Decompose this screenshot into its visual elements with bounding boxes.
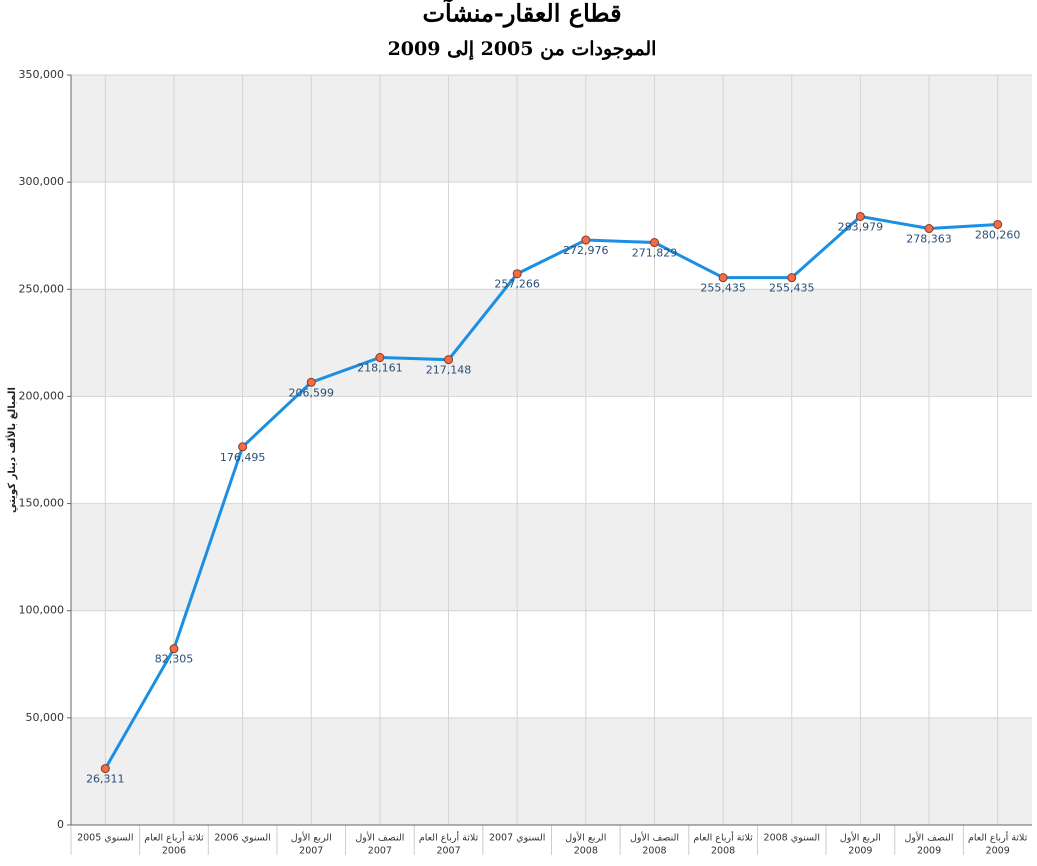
x-tick-label: 2006 (162, 846, 186, 857)
x-tick-label: ثلاثة أرباع العام (144, 831, 204, 844)
x-tick-label: السنوي 2005 (77, 833, 133, 844)
y-tick-label: 0 (57, 818, 64, 831)
value-label: 206,599 (289, 386, 335, 399)
value-label: 255,435 (700, 282, 746, 295)
point (238, 442, 248, 452)
point (100, 764, 110, 774)
y-tick-label: 150,000 (19, 497, 65, 510)
value-label: 82,305 (155, 653, 194, 666)
plot-band (71, 75, 1032, 183)
point (855, 211, 865, 221)
y-axis-label: المبالغ بالألف دينار كويتي (5, 387, 18, 513)
chart-subtitle: الموجودات من 2005 إلى 2009 (388, 38, 657, 61)
x-tick-label: الربع الأول (840, 832, 881, 844)
line (104, 214, 998, 770)
point (306, 377, 316, 387)
chart-title: قطاع العقار-منشآت (422, 0, 621, 29)
x-tick-label: السنوي 2006 (214, 833, 270, 844)
value-label: 280,260 (975, 228, 1021, 241)
x-tick-label: 2008 (574, 846, 598, 857)
x-tick-label: النصف الأول (905, 832, 954, 844)
x-tick-label: 2008 (711, 846, 735, 857)
value-label: 271,829 (632, 247, 678, 260)
point (993, 219, 1003, 229)
x-tick-label: النصف الأول (355, 832, 404, 844)
y-tick-label: 300,000 (19, 175, 65, 188)
value-label: 26,311 (86, 773, 125, 786)
value-label: 283,979 (838, 220, 884, 233)
point (444, 355, 454, 365)
y-tick-label: 200,000 (19, 389, 65, 402)
x-tick-label: ثلاثة أرباع العام (419, 831, 479, 844)
x-tick-label: 2009 (986, 846, 1010, 857)
value-label: 255,435 (769, 282, 815, 295)
value-label: 272,976 (563, 244, 609, 257)
point (649, 238, 659, 248)
x-tick-label: 2007 (368, 846, 392, 857)
plot-band (71, 503, 1032, 611)
x-tick-label: السنوي 2007 (489, 833, 545, 844)
x-tick-label: ثلاثة أرباع العام (693, 831, 753, 844)
x-tick-label: السنوي 2008 (764, 833, 820, 844)
y-tick-label: 50,000 (26, 711, 65, 724)
point (924, 224, 934, 234)
value-label: 257,266 (494, 278, 540, 291)
plot-band (71, 717, 1032, 825)
point (718, 273, 728, 283)
y-tick-label: 350,000 (19, 68, 65, 81)
point (581, 235, 591, 245)
x-tick-label: 2008 (642, 846, 666, 857)
x-tick-label: 2009 (848, 846, 872, 857)
y-tick-label: 100,000 (19, 604, 65, 617)
x-tick-label: 2007 (436, 846, 460, 857)
x-tick-label: ثلاثة أرباع العام (968, 831, 1028, 844)
point (787, 273, 797, 283)
value-label: 218,161 (357, 362, 403, 375)
point (375, 353, 385, 363)
x-tick-label: 2009 (917, 846, 941, 857)
value-label: 176,495 (220, 451, 266, 464)
x-tick-label: النصف الأول (630, 832, 679, 844)
point (512, 269, 522, 279)
y-tick-label: 250,000 (19, 282, 65, 295)
value-label: 278,363 (906, 233, 952, 246)
point (169, 644, 179, 654)
x-tick-label: 2007 (299, 846, 323, 857)
plot-band (71, 289, 1032, 397)
x-tick-label: الربع الأول (291, 832, 332, 844)
value-label: 217,148 (426, 364, 472, 377)
x-tick-label: الربع الأول (565, 832, 606, 844)
